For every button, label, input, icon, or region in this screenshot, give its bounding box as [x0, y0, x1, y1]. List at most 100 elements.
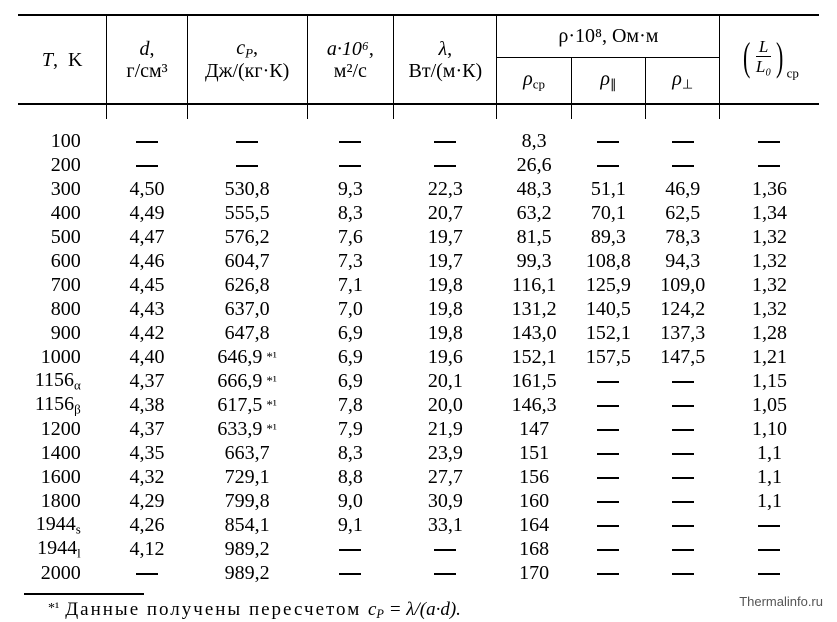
cell: 19,7 [394, 225, 497, 249]
cell [646, 489, 720, 513]
table-row: 3004,50530,89,322,348,351,146,91,36 [18, 177, 819, 201]
cell: 7,9 [307, 417, 394, 441]
cell: 109,0 [646, 273, 720, 297]
cell [646, 393, 720, 417]
cell [307, 561, 394, 585]
cell: 530,8 [187, 177, 307, 201]
cell: 89,3 [571, 225, 645, 249]
cell: 1,21 [720, 345, 819, 369]
cell: 131,2 [497, 297, 571, 321]
cell: 152,1 [571, 321, 645, 345]
col-header-rho-group: ρ·10⁸, Ом·м [497, 15, 720, 57]
cell: 646,9*¹ [187, 345, 307, 369]
cell: 4,46 [107, 249, 188, 273]
properties-table: T, K d,г/см³ cP,Дж/(кг·К) a·10⁶,м²/с λ,В… [18, 14, 819, 585]
cell: 70,1 [571, 201, 645, 225]
cell [646, 129, 720, 153]
cell: 4,43 [107, 297, 188, 321]
cell: 1,34 [720, 201, 819, 225]
cell: 8,3 [307, 201, 394, 225]
cell: 1,32 [720, 297, 819, 321]
col-header-rho-perp: ρ⊥ [646, 57, 720, 103]
cell [107, 129, 188, 153]
cell: 152,1 [497, 345, 571, 369]
cell: 666,9*¹ [187, 369, 307, 393]
cell: 108,8 [571, 249, 645, 273]
footnote: *¹Данные получены пересчетом cP = λ/(a·d… [18, 599, 819, 622]
cell: 1,32 [720, 249, 819, 273]
cell [571, 129, 645, 153]
cell [571, 153, 645, 177]
cell: 146,3 [497, 393, 571, 417]
cell: 4,32 [107, 465, 188, 489]
cell: 168 [497, 537, 571, 561]
cell: 4,35 [107, 441, 188, 465]
table-row: 6004,46604,77,319,799,3108,894,31,32 [18, 249, 819, 273]
cell: 4,29 [107, 489, 188, 513]
cell [394, 153, 497, 177]
cell: 900 [18, 321, 107, 345]
cell: 647,8 [187, 321, 307, 345]
col-header-L-over-L0: ( LL₀ ) ср [720, 15, 819, 103]
cell: 4,49 [107, 201, 188, 225]
cell: 99,3 [497, 249, 571, 273]
cell [646, 537, 720, 561]
col-header-T: T, K [18, 15, 107, 103]
cell: 1400 [18, 441, 107, 465]
cell: 78,3 [646, 225, 720, 249]
cell: 19,8 [394, 321, 497, 345]
cell [107, 561, 188, 585]
table-row: 18004,29799,89,030,91601,1 [18, 489, 819, 513]
cell [720, 129, 819, 153]
col-header-lambda: λ,Вт/(м·К) [394, 15, 497, 103]
cell: 62,5 [646, 201, 720, 225]
cell: 600 [18, 249, 107, 273]
cell: 27,7 [394, 465, 497, 489]
cell: 300 [18, 177, 107, 201]
cell: 800 [18, 297, 107, 321]
cell: 26,6 [497, 153, 571, 177]
cell [720, 513, 819, 537]
cell: 626,8 [187, 273, 307, 297]
cell [571, 489, 645, 513]
cell [571, 417, 645, 441]
cell [571, 393, 645, 417]
cell [394, 561, 497, 585]
table-row: 8004,43637,07,019,8131,2140,5124,21,32 [18, 297, 819, 321]
cell: 4,37 [107, 369, 188, 393]
cell: 989,2 [187, 561, 307, 585]
cell: 33,1 [394, 513, 497, 537]
cell: 4,38 [107, 393, 188, 417]
cell [107, 153, 188, 177]
cell: 9,1 [307, 513, 394, 537]
cell: 700 [18, 273, 107, 297]
cell: 1156α [18, 369, 107, 393]
cell [571, 465, 645, 489]
cell [571, 561, 645, 585]
col-header-rho-parallel: ρ∥ [571, 57, 645, 103]
cell: 151 [497, 441, 571, 465]
cell: 1,32 [720, 225, 819, 249]
cell: 7,8 [307, 393, 394, 417]
table-row: 12004,37633,9*¹7,921,91471,10 [18, 417, 819, 441]
cell: 94,3 [646, 249, 720, 273]
cell [646, 417, 720, 441]
cell: 164 [497, 513, 571, 537]
cell: 160 [497, 489, 571, 513]
cell: 854,1 [187, 513, 307, 537]
cell [571, 513, 645, 537]
cell: 9,0 [307, 489, 394, 513]
cell: 6,9 [307, 345, 394, 369]
cell: 156 [497, 465, 571, 489]
cell: 500 [18, 225, 107, 249]
cell: 1200 [18, 417, 107, 441]
cell: 576,2 [187, 225, 307, 249]
cell [571, 537, 645, 561]
table-row: 4004,49555,58,320,763,270,162,51,34 [18, 201, 819, 225]
cell: 1,32 [720, 273, 819, 297]
cell [720, 561, 819, 585]
cell: 1944s [18, 513, 107, 537]
cell: 1,1 [720, 489, 819, 513]
cell: 125,9 [571, 273, 645, 297]
cell [307, 537, 394, 561]
